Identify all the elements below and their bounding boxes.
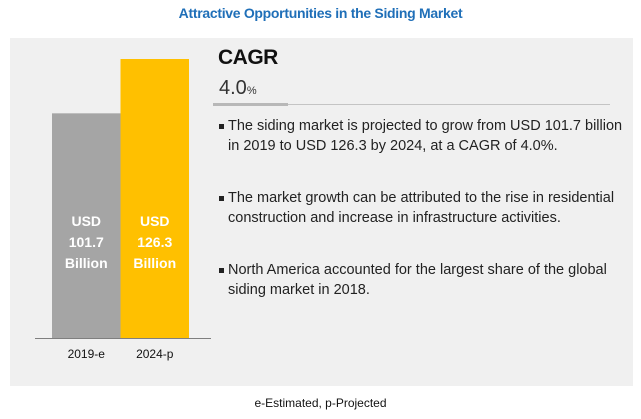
cagr-value: 4.0% [219,77,257,100]
cagr-divider-accent [213,103,288,106]
bullet-square-icon [219,196,224,201]
x-tick-label: 2019-e [68,347,106,361]
cagr-divider [213,104,610,105]
footnote: e-Estimated, p-Projected [254,396,387,410]
key-point-text: The market growth can be attributed to t… [228,190,615,226]
bar-data-label: USD [140,213,170,229]
cagr-number: 4.0 [219,77,247,99]
bar-data-label: USD [71,213,101,229]
bar-data-label: Billion [133,255,176,271]
key-points-list: The siding market is projected to grow f… [218,117,628,333]
key-point-text: The siding market is projected to grow f… [228,118,623,154]
key-point: The market growth can be attributed to t… [218,189,628,228]
key-point: North America accounted for the largest … [218,261,628,300]
bullet-square-icon [219,124,224,129]
bar-data-label: 101.7 [69,234,104,250]
bar-data-label: 126.3 [137,234,172,250]
bar-2024-p [120,59,189,338]
cagr-label: CAGR [218,46,278,69]
x-tick-label: 2024-p [136,347,174,361]
key-point: The siding market is projected to grow f… [218,117,628,156]
cagr-unit: % [246,85,257,97]
chart-title: Attractive Opportunities in the Siding M… [178,5,463,21]
bar-2019-e [52,113,121,338]
key-point-text: North America accounted for the largest … [228,262,607,298]
bullet-square-icon [219,268,224,273]
bar-data-label: Billion [65,255,108,271]
